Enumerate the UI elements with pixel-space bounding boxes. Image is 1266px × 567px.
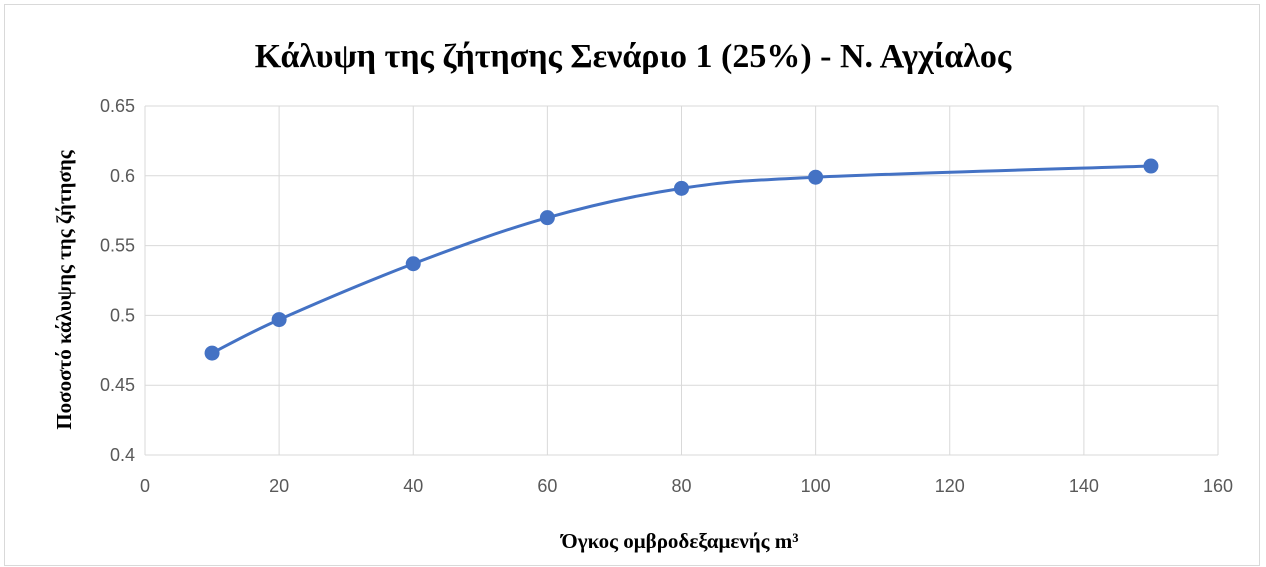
gridlines <box>144 105 1219 456</box>
series-line <box>211 164 1151 355</box>
x-tick-label: 80 <box>671 476 691 496</box>
data-point <box>204 345 220 361</box>
x-tick-label: 160 <box>1203 476 1233 496</box>
data-point <box>539 210 555 226</box>
x-tick-label: 140 <box>1069 476 1099 496</box>
y-tick-label: 0.5 <box>110 305 135 325</box>
data-point <box>405 256 421 272</box>
chart-area <box>4 4 1260 566</box>
plot-series <box>204 158 1159 361</box>
data-point <box>674 180 689 196</box>
x-tick-label: 40 <box>403 476 423 496</box>
x-axis-title: Όγκος ομβροδεξαμενής m³ <box>559 529 798 553</box>
x-tick-label: 0 <box>140 476 150 496</box>
x-tick-label: 60 <box>537 476 557 496</box>
x-tick-label: 120 <box>935 476 965 496</box>
y-tick-label: 0.6 <box>110 166 135 186</box>
x-tick-label: 20 <box>269 476 289 496</box>
data-point <box>808 169 824 185</box>
y-axis-ticks: 0.4 0.45 0.5 0.55 0.6 0.65 <box>100 96 135 465</box>
x-axis-ticks: 0 20 40 60 80 100 120 140 160 <box>140 476 1233 496</box>
y-tick-label: 0.4 <box>110 445 135 465</box>
y-axis-title: Ποσοστό κάλυψης της ζήτησης <box>52 149 76 429</box>
chart-title: Κάλυψη της ζήτησης Σενάριο 1 (25%) - Ν. … <box>255 38 1012 75</box>
x-tick-label: 100 <box>801 476 831 496</box>
y-tick-label: 0.45 <box>100 375 135 395</box>
data-point <box>271 312 287 328</box>
data-point <box>1143 158 1159 174</box>
y-tick-label: 0.55 <box>100 236 135 256</box>
y-tick-label: 0.65 <box>100 96 135 116</box>
